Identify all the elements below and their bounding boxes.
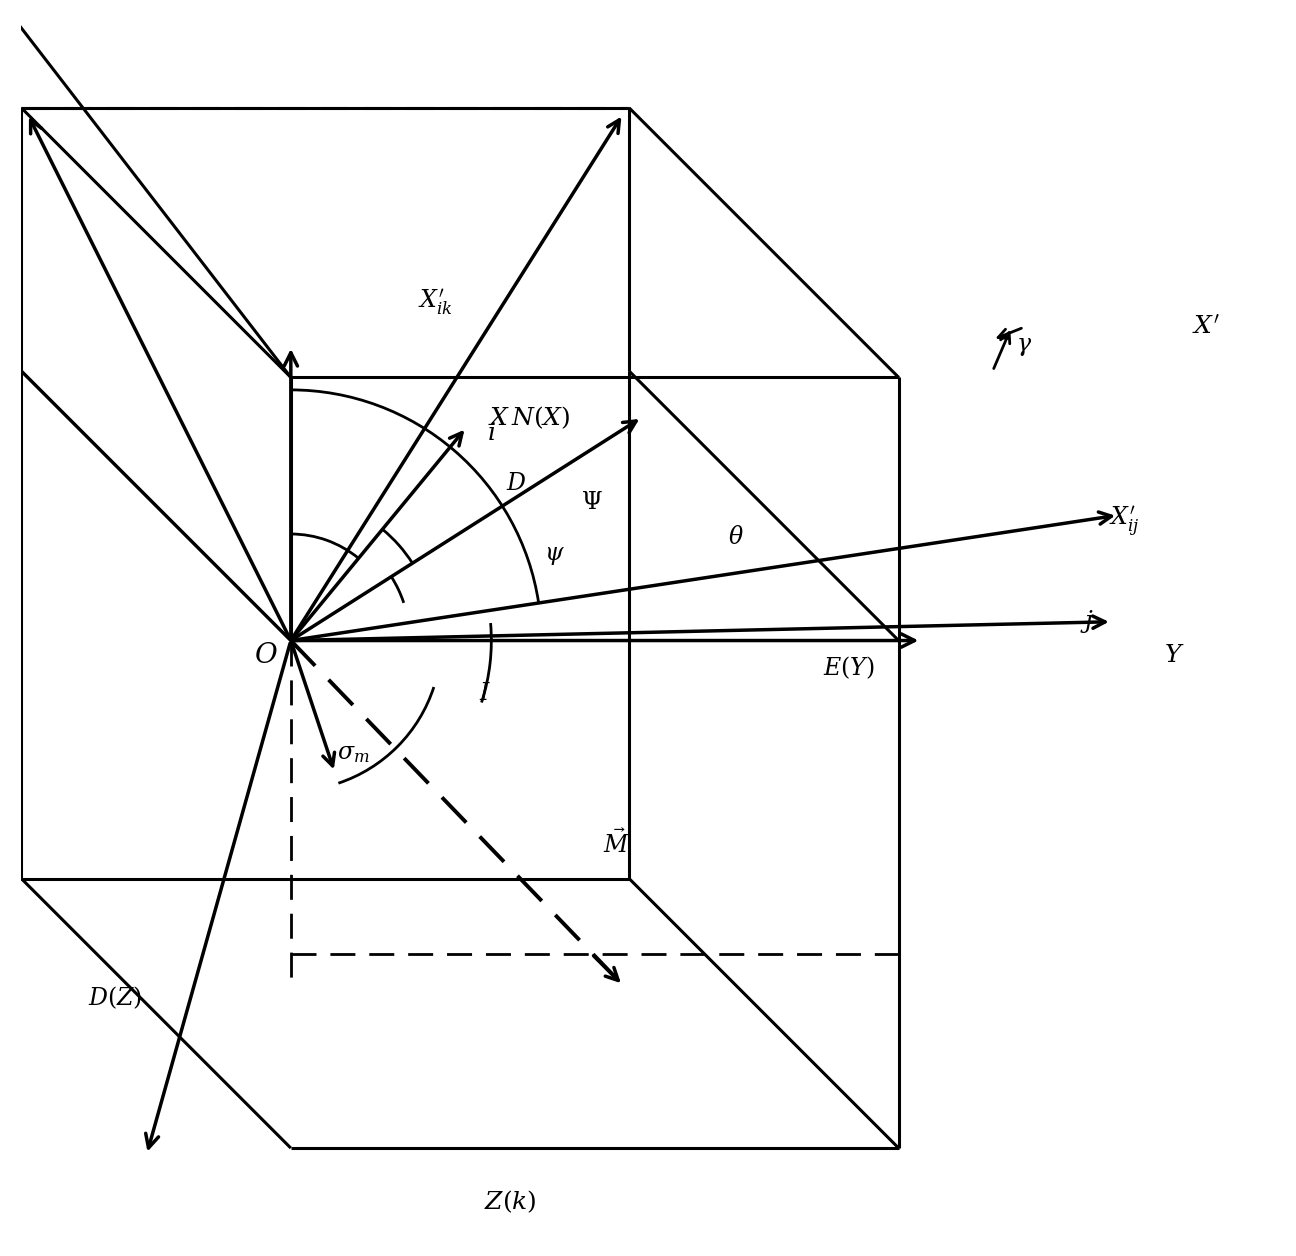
Text: $\vec{M}$: $\vec{M}$ [603,829,630,859]
Text: $\Psi$: $\Psi$ [581,491,603,514]
Text: $Y$: $Y$ [1164,644,1185,667]
Text: $j$: $j$ [1080,608,1094,636]
Text: $I$: $I$ [480,682,491,705]
Text: $O$: $O$ [254,642,277,669]
Text: $i$: $i$ [487,422,496,445]
Text: $X^{\prime}_{ij}$: $X^{\prime}_{ij}$ [1109,505,1139,539]
Text: $Z(k)$: $Z(k)$ [483,1188,537,1216]
Text: $X^{\prime}$: $X^{\prime}$ [1192,315,1220,339]
Text: $X\,N(X)$: $X\,N(X)$ [487,404,570,431]
Text: $X^{\prime}_{ik}$: $X^{\prime}_{ik}$ [417,288,452,317]
Text: $D(Z)$: $D(Z)$ [88,985,143,1011]
Text: $E(Y)$: $E(Y)$ [823,654,875,682]
Text: $\sigma_m$: $\sigma_m$ [337,742,369,765]
Text: $\theta$: $\theta$ [728,526,744,549]
Text: $D$: $D$ [505,472,526,495]
Text: $\psi$: $\psi$ [543,544,564,566]
Text: $\gamma$: $\gamma$ [1016,334,1032,358]
